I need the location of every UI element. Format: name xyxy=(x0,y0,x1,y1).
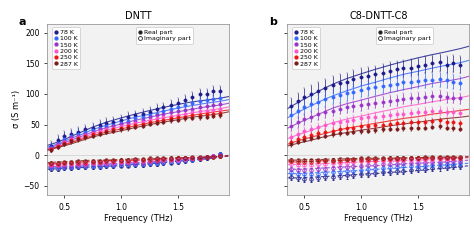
X-axis label: Frequency (THz): Frequency (THz) xyxy=(344,215,413,223)
Title: DNTT: DNTT xyxy=(125,11,152,21)
Legend: Real part, Imaginary part: Real part, Imaginary part xyxy=(376,27,433,43)
Legend: Real part, Imaginary part: Real part, Imaginary part xyxy=(136,27,193,43)
Y-axis label: σ (S m⁻¹): σ (S m⁻¹) xyxy=(12,90,21,128)
Title: C8-DNTT-C8: C8-DNTT-C8 xyxy=(349,11,408,21)
X-axis label: Frequency (THz): Frequency (THz) xyxy=(104,215,173,223)
Text: b: b xyxy=(269,17,277,27)
Text: a: a xyxy=(18,17,26,27)
